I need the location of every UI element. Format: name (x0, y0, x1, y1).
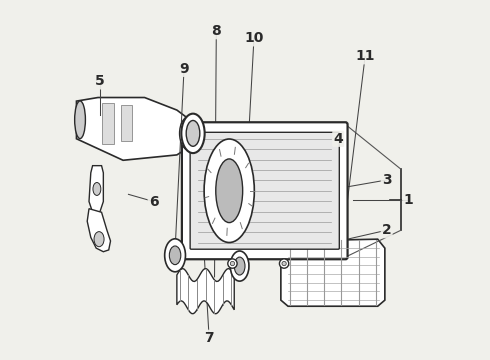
Circle shape (282, 261, 286, 266)
Polygon shape (87, 209, 111, 252)
Polygon shape (281, 239, 385, 306)
Circle shape (279, 259, 289, 268)
Text: 1: 1 (403, 193, 413, 207)
Circle shape (228, 259, 237, 268)
Ellipse shape (234, 257, 245, 275)
Ellipse shape (94, 231, 104, 247)
Ellipse shape (181, 114, 205, 153)
Polygon shape (177, 269, 234, 314)
Ellipse shape (93, 183, 101, 195)
Text: 4: 4 (333, 132, 343, 146)
Text: 5: 5 (95, 75, 105, 89)
Ellipse shape (165, 239, 186, 272)
Ellipse shape (74, 101, 85, 139)
Ellipse shape (170, 246, 181, 265)
Text: 2: 2 (382, 223, 392, 237)
Ellipse shape (186, 121, 200, 146)
Text: 6: 6 (149, 194, 158, 208)
Polygon shape (89, 166, 103, 212)
Ellipse shape (184, 123, 195, 144)
Ellipse shape (179, 116, 199, 150)
Ellipse shape (216, 159, 243, 222)
Text: 8: 8 (212, 24, 221, 38)
Text: 9: 9 (179, 62, 189, 76)
FancyBboxPatch shape (190, 132, 339, 249)
Ellipse shape (230, 251, 249, 281)
FancyBboxPatch shape (182, 122, 347, 259)
Text: 10: 10 (245, 31, 264, 45)
Polygon shape (76, 98, 191, 160)
Polygon shape (122, 105, 132, 140)
Circle shape (230, 261, 235, 266)
Text: 7: 7 (204, 331, 214, 345)
Text: 11: 11 (355, 49, 375, 63)
Ellipse shape (204, 139, 254, 243)
Text: 3: 3 (382, 173, 392, 187)
Polygon shape (101, 103, 114, 144)
